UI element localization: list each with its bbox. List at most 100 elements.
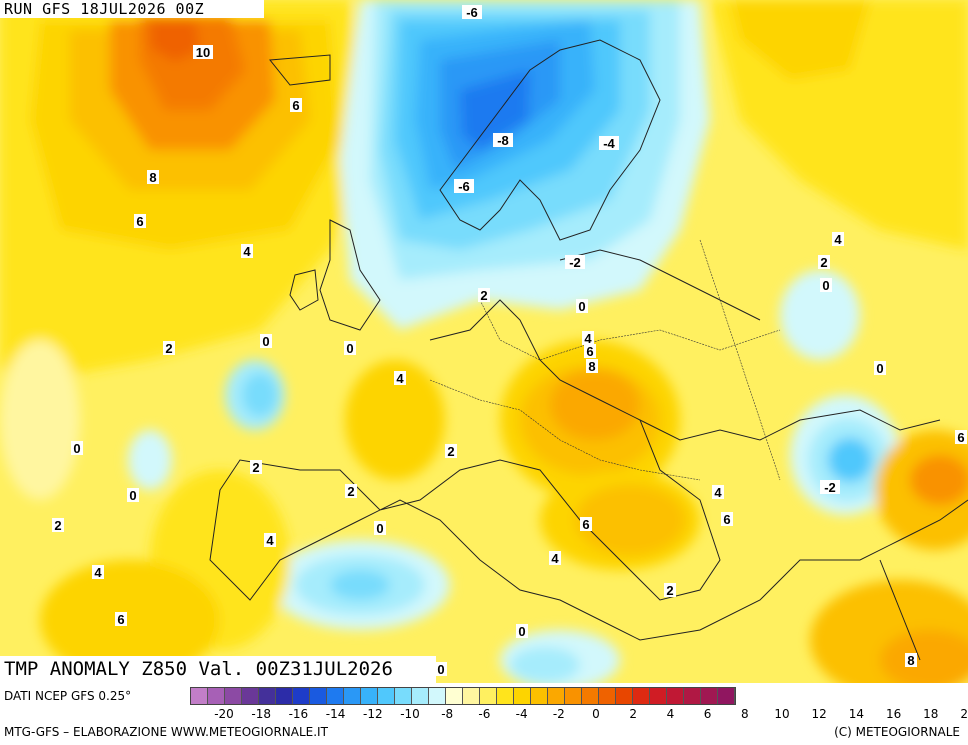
scale-tick-label: -6 (478, 707, 491, 721)
copyright: (C) METEOGIORNALE (834, 725, 960, 739)
legend-footer: DATI NCEP GFS 0.25° -20 -18 -16 -14 -12 -10 -8… (0, 683, 968, 745)
color-swatch (259, 688, 276, 704)
contour-label-text: 4 (266, 533, 274, 548)
contour-label: 4 (264, 533, 276, 548)
color-swatch (208, 688, 225, 704)
contour-label-text: 10 (196, 45, 210, 60)
contour-label-text: -8 (497, 133, 509, 148)
contour-label-text: -4 (603, 136, 615, 151)
coastlines (209, 39, 968, 661)
color-swatch (565, 688, 582, 704)
contour-label-text: 4 (396, 371, 404, 386)
color-swatch (344, 688, 361, 704)
contour-label-text: 6 (292, 98, 299, 113)
color-swatch (293, 688, 310, 704)
contour-label-text: -6 (466, 5, 478, 20)
contour-label-text: 4 (551, 551, 559, 566)
contour-label: 0 (71, 441, 83, 456)
scale-tick-label: -12 (362, 707, 383, 721)
contour-label-text: 0 (518, 624, 525, 639)
contour-label: 2 (818, 255, 830, 270)
contour-label-text: 2 (447, 444, 454, 459)
contour-label: 6 (955, 430, 967, 445)
color-swatch (463, 688, 480, 704)
scale-tick-label: -20 (214, 707, 234, 721)
contour-label-text: 2 (480, 288, 487, 303)
contour-label-text: 2 (347, 484, 354, 499)
scale-tick-label: -10 (400, 707, 420, 721)
contour-label-text: 4 (94, 565, 102, 580)
contour-label: 6 (134, 214, 146, 229)
contour-label: 6 (115, 612, 127, 627)
contour-label-text: 0 (262, 334, 269, 349)
contour-label: 2 (52, 518, 64, 533)
contour-label: 4 (549, 551, 561, 566)
contour-label-text: 0 (129, 488, 136, 503)
contour-label: 4 (92, 565, 104, 580)
contour-label: 0 (435, 662, 447, 677)
map-title: TMP ANOMALY Z850 Val. 00Z31JUL2026 (0, 656, 436, 683)
contour-label-text: 0 (437, 662, 444, 677)
contour-label: -6 (454, 179, 474, 194)
contour-label: 4 (582, 331, 594, 346)
scale-tick-label: -14 (325, 707, 346, 721)
contour-label-text: 8 (588, 359, 595, 374)
color-swatch (514, 688, 531, 704)
color-swatch (616, 688, 633, 704)
contour-label-text: 2 (54, 518, 61, 533)
contour-label: 4 (712, 485, 724, 500)
scale-tick-label: -16 (288, 707, 309, 721)
contour-label-text: 2 (252, 460, 259, 475)
color-swatch (225, 688, 242, 704)
contour-label: 2 (445, 444, 457, 459)
color-swatch (701, 688, 718, 704)
contour-label-text: 6 (136, 214, 143, 229)
contour-label: 2 (664, 583, 676, 598)
contour-label-text: 2 (165, 341, 172, 356)
contour-label: -6 (462, 5, 482, 20)
color-swatch (276, 688, 293, 704)
contour-label: 8 (586, 359, 598, 374)
scale-tick-label: -18 (251, 707, 271, 721)
contour-label: 0 (576, 299, 588, 314)
color-swatch (191, 688, 208, 704)
scale-tick-label: 18 (923, 707, 939, 721)
contour-label-text: 8 (907, 653, 914, 668)
contour-label-text: 4 (714, 485, 722, 500)
contour-label: 6 (580, 517, 592, 532)
color-swatch (684, 688, 701, 704)
contour-label: 8 (147, 170, 159, 185)
contour-label-text: 6 (582, 517, 589, 532)
contour-label-text: 2 (666, 583, 673, 598)
contour-label: 6 (290, 98, 302, 113)
color-scale-ticks: -20 -18 -16 -14 -12 -10 -8 -6 -4 -2 0 2 4 6 8 10 12 14 16 1… (190, 707, 968, 723)
contour-label-text: 0 (876, 361, 883, 376)
color-swatch (429, 688, 446, 704)
contour-label-text: 4 (834, 232, 842, 247)
color-swatch (650, 688, 667, 704)
contour-label-text: 6 (586, 344, 593, 359)
contour-label-text: 4 (243, 244, 251, 259)
contour-label: 0 (874, 361, 886, 376)
contour-label-text: 2 (820, 255, 827, 270)
color-swatch (310, 688, 327, 704)
contour-label: 8 (905, 653, 917, 668)
run-label: RUN GFS 18JUL2026 00Z (0, 0, 264, 18)
contour-label: 4 (241, 244, 253, 259)
contour-label-text: 6 (117, 612, 124, 627)
contour-label: 6 (721, 512, 733, 527)
scale-tick-label: -4 (515, 707, 528, 721)
contour-label: 0 (127, 488, 139, 503)
contour-label: 4 (832, 232, 844, 247)
contour-label-text: 0 (73, 441, 80, 456)
contour-label-text: 0 (822, 278, 829, 293)
scale-tick-label: -2 (552, 707, 565, 721)
contour-label: -4 (599, 136, 619, 151)
color-swatch (395, 688, 412, 704)
color-swatch (327, 688, 344, 704)
scale-tick-label: 14 (848, 707, 865, 721)
color-swatch (582, 688, 599, 704)
scale-tick-label: 12 (811, 707, 827, 721)
